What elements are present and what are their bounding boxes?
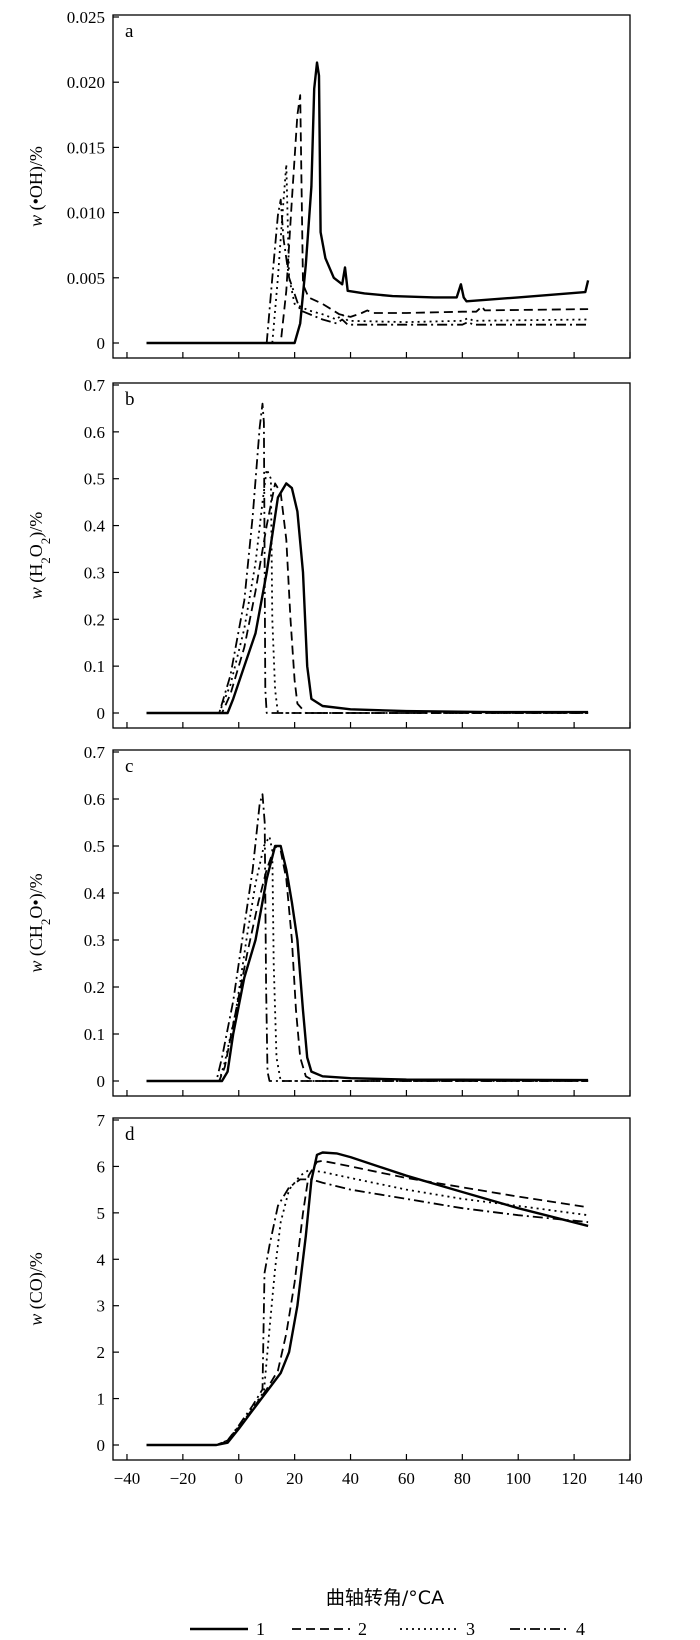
- plot-frame: [112, 1117, 631, 1461]
- y-tick-label: 0.020: [67, 73, 105, 92]
- y-tick-label: 2: [97, 1343, 106, 1362]
- y-tick-label: 0.4: [84, 884, 106, 903]
- y-tick-label: 0: [97, 334, 106, 353]
- y-tick-label: 1: [97, 1390, 106, 1409]
- x-tick-label: 20: [286, 1469, 303, 1488]
- x-tick-label: 120: [561, 1469, 587, 1488]
- series-4-line: [146, 198, 589, 344]
- y-tick-label: 0.2: [84, 610, 105, 629]
- series-3-line: [146, 1169, 589, 1446]
- y-tick-label: 7: [97, 1111, 106, 1130]
- legend-label-4: 4: [576, 1619, 585, 1639]
- y-axis-label: w (CH2O•)/%: [26, 873, 53, 972]
- x-tick-label: −20: [170, 1469, 197, 1488]
- series-2-line: [146, 482, 589, 714]
- y-tick-label: 0.7: [84, 376, 106, 395]
- legend: 1 2 3 4: [190, 1619, 585, 1639]
- legend-label-2: 2: [358, 1619, 367, 1639]
- y-tick-label: 0.4: [84, 517, 106, 536]
- panel-label: c: [125, 756, 133, 777]
- series-4-line: [146, 793, 589, 1082]
- x-tick-label: 100: [505, 1469, 531, 1488]
- y-tick-label: 4: [97, 1250, 106, 1269]
- y-tick-label: 0.3: [84, 931, 105, 950]
- y-tick-label: 0.7: [84, 743, 106, 762]
- x-axis-label: 曲轴转角/°CA: [326, 1587, 444, 1609]
- y-tick-label: 0.5: [84, 470, 105, 489]
- legend-label-3: 3: [466, 1619, 475, 1639]
- y-tick-label: 0.2: [84, 978, 105, 997]
- y-tick-label: 3: [97, 1297, 106, 1316]
- series-2-line: [146, 1160, 589, 1446]
- y-axis-label: w (H2O2)/%: [26, 512, 53, 600]
- series-1-line: [146, 844, 589, 1083]
- x-tick-label: 40: [342, 1469, 359, 1488]
- x-tick-label: −40: [114, 1469, 141, 1488]
- y-tick-label: 0.5: [84, 837, 105, 856]
- y-axis-label: w (CO)/%: [26, 1252, 47, 1326]
- y-tick-label: 5: [97, 1204, 106, 1223]
- y-tick-label: 0.015: [67, 138, 105, 157]
- x-tick-label: 60: [398, 1469, 415, 1488]
- y-tick-label: 6: [97, 1157, 106, 1176]
- y-tick-label: 0.005: [67, 269, 105, 288]
- y-tick-label: 0.1: [84, 657, 105, 676]
- series-3-line: [146, 468, 589, 714]
- series-3-line: [146, 835, 589, 1082]
- legend-label-1: 1: [256, 1619, 265, 1639]
- series-4-line: [146, 402, 589, 714]
- panel-a: a 0 0.005 0.010 0.015 0.020 0.025 w (•OH)/%: [26, 8, 631, 359]
- y-tick-label: 0.3: [84, 563, 105, 582]
- x-tick-label: 80: [454, 1469, 471, 1488]
- x-tick-label: 140: [617, 1469, 643, 1488]
- series-1-line: [146, 61, 590, 345]
- y-tick-label: 0.6: [84, 423, 105, 442]
- plot-frame: [112, 749, 631, 1097]
- y-axis-label: w (•OH)/%: [26, 146, 47, 227]
- y-tick-label: 0: [97, 1072, 106, 1091]
- series-3-line: [146, 163, 589, 344]
- panel-c: c 0 0.1 0.2 0.3 0.4 0.5 0.6 0.7 w (CH2O•)/%: [26, 743, 631, 1097]
- series-4-line: [146, 1178, 589, 1446]
- y-tick-label: 0.010: [67, 204, 105, 223]
- panel-label: d: [125, 1124, 135, 1145]
- plot-frame: [112, 382, 631, 729]
- panel-d: d 0 1 2 3 4 5 6 7 −40 −20 0 20 40 60 80 100 120 140 w (CO)/…: [26, 1111, 643, 1488]
- series-2-line: [146, 845, 589, 1082]
- y-tick-label: 0.1: [84, 1025, 105, 1044]
- panel-label: a: [125, 21, 134, 42]
- series-1-line: [146, 482, 589, 715]
- x-tick-label: 0: [235, 1469, 244, 1488]
- y-tick-label: 0.6: [84, 790, 105, 809]
- y-tick-label: 0: [97, 1436, 106, 1455]
- plot-frame: [112, 14, 631, 359]
- panel-label: b: [125, 389, 135, 410]
- y-tick-label: 0: [97, 704, 106, 723]
- y-tick-label: 0.025: [67, 8, 105, 27]
- series-2-line: [146, 94, 589, 344]
- panel-b: b 0 0.1 0.2 0.3 0.4 0.5 0.6 0.7 w (H2O2)/%: [26, 376, 631, 729]
